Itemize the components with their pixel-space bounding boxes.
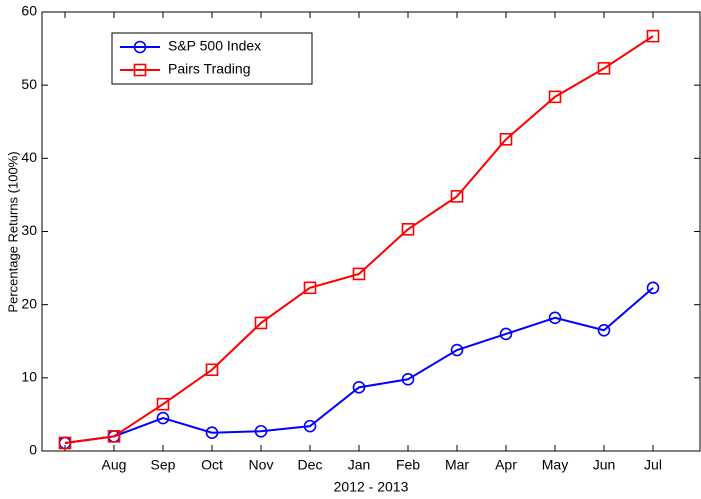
x-tick-label: Oct <box>201 457 223 473</box>
y-tick-label: 0 <box>29 442 37 458</box>
point <box>548 90 562 104</box>
y-tick-label: 50 <box>21 76 37 92</box>
x-tick-label: Dec <box>298 457 323 473</box>
x-tick-label: May <box>542 457 568 473</box>
series-line <box>64 35 654 444</box>
point <box>401 223 415 236</box>
x-tick-label: Jul <box>644 457 662 473</box>
x-tick-label: Sep <box>151 457 176 473</box>
point <box>646 281 660 295</box>
point <box>303 419 317 433</box>
point <box>205 426 219 440</box>
point <box>352 267 366 281</box>
legend-label: S&P 500 Index <box>168 38 261 54</box>
legend-marker <box>133 40 147 54</box>
point <box>254 424 268 438</box>
legend-label: Pairs Trading <box>168 61 250 77</box>
point <box>254 316 268 330</box>
y-tick-label: 20 <box>21 295 37 311</box>
point <box>58 436 72 450</box>
x-tick-label: Feb <box>396 457 420 473</box>
legend-marker <box>133 63 147 77</box>
point <box>401 372 415 386</box>
x-tick-label: Mar <box>445 457 469 473</box>
x-tick-label: Jan <box>348 457 371 473</box>
x-tick-label: Aug <box>102 457 127 473</box>
point <box>499 133 513 146</box>
point <box>205 363 219 377</box>
point <box>156 397 170 411</box>
x-tick-label: Apr <box>495 457 517 473</box>
x-tick-label: Nov <box>249 457 274 473</box>
x-axis-label: 2012 - 2013 <box>334 479 409 495</box>
point <box>352 381 366 394</box>
point <box>450 343 464 357</box>
point <box>303 281 317 295</box>
point <box>499 327 513 341</box>
y-tick-label: 60 <box>21 3 37 19</box>
point <box>597 323 611 337</box>
series-line <box>64 287 654 444</box>
point <box>156 411 170 425</box>
y-tick-label: 40 <box>21 149 37 165</box>
y-axis-label: Percentage Returns (100%) <box>5 151 20 312</box>
point <box>646 29 660 43</box>
y-tick-label: 30 <box>21 222 37 238</box>
y-tick-label: 10 <box>21 369 37 385</box>
point <box>597 62 611 75</box>
x-tick-label: Jun <box>593 457 616 473</box>
point <box>107 430 121 443</box>
point <box>450 190 464 203</box>
point <box>548 311 562 325</box>
